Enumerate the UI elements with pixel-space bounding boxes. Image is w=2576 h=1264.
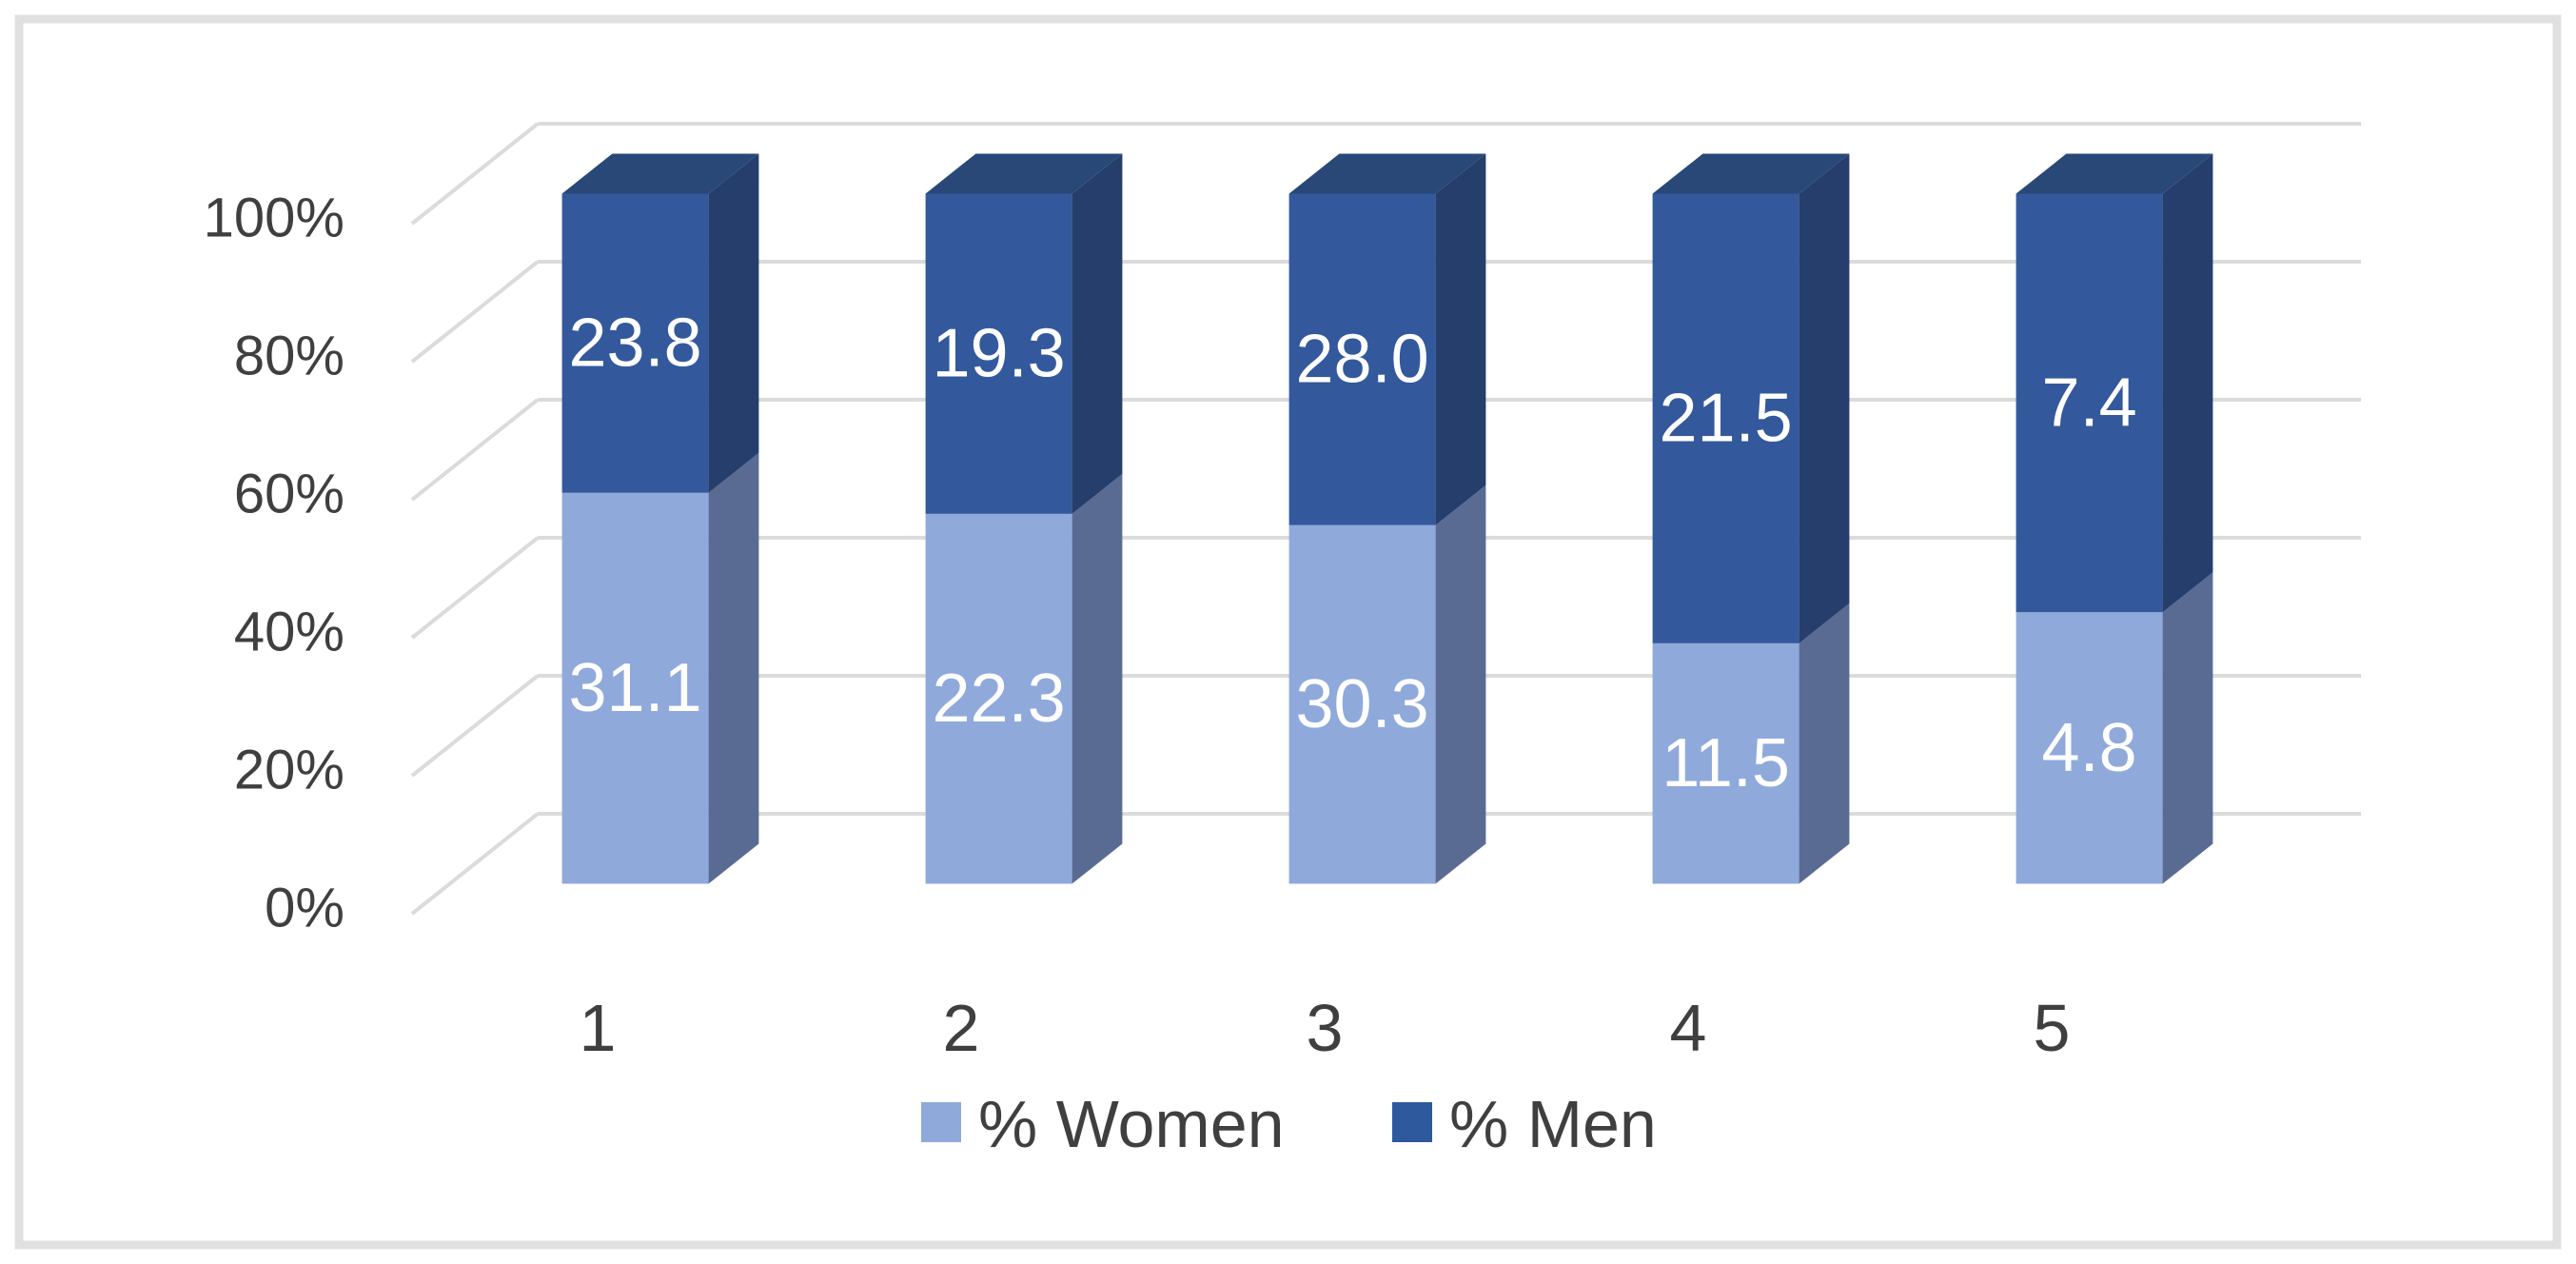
men-side-face bbox=[1799, 153, 1850, 643]
men-side-face bbox=[708, 153, 759, 493]
bar-column-5: 4.8 7.4 bbox=[2016, 153, 2213, 884]
women-front-face bbox=[925, 513, 1072, 884]
legend-label: % Women bbox=[978, 1087, 1285, 1161]
y-tick-label: 20% bbox=[234, 740, 344, 801]
men-front-face bbox=[1652, 193, 1799, 643]
men-top-face bbox=[925, 153, 1123, 194]
value-label-men: 7.4 bbox=[2042, 365, 2137, 441]
men-top-face bbox=[1288, 153, 1486, 194]
category-label-2: 2 bbox=[943, 991, 980, 1065]
legend-marker bbox=[921, 1102, 961, 1142]
women-front-face bbox=[561, 492, 709, 884]
value-label-men: 23.8 bbox=[569, 306, 702, 382]
legend-item-women[interactable]: % Women bbox=[921, 1087, 1285, 1161]
women-front-face bbox=[2016, 612, 2163, 884]
value-label-women: 4.8 bbox=[2042, 710, 2137, 786]
bar-column-3: 30.3 28.0 bbox=[1288, 153, 1486, 884]
value-label-men: 28.0 bbox=[1296, 322, 1429, 398]
value-label-women: 30.3 bbox=[1296, 666, 1429, 742]
gridline-diagonal bbox=[410, 260, 540, 364]
bar-segment-men-1[interactable] bbox=[561, 153, 759, 493]
bar-segment-men-4[interactable] bbox=[1652, 153, 1850, 643]
men-top-face bbox=[2016, 153, 2213, 194]
men-side-face bbox=[2162, 153, 2213, 613]
men-side-face bbox=[1435, 153, 1486, 525]
bar-segment-women-1[interactable] bbox=[561, 452, 759, 884]
women-front-face bbox=[1288, 524, 1436, 884]
legend: % Women % Men bbox=[921, 1087, 1657, 1161]
women-front-face bbox=[1652, 642, 1799, 884]
category-label-4: 4 bbox=[1670, 991, 1707, 1065]
gridline-diagonal bbox=[410, 674, 540, 778]
bar-segment-men-5[interactable] bbox=[2016, 153, 2213, 613]
y-tick-label: 100% bbox=[204, 188, 344, 249]
gridline-diagonal bbox=[410, 398, 540, 502]
bar-segment-men-2[interactable] bbox=[925, 153, 1123, 514]
women-side-face bbox=[1072, 473, 1123, 884]
men-front-face bbox=[925, 193, 1072, 514]
legend-marker bbox=[1392, 1102, 1432, 1142]
legend-item-men[interactable]: % Men bbox=[1392, 1087, 1657, 1161]
category-label-3: 3 bbox=[1307, 991, 1344, 1065]
men-top-face bbox=[561, 153, 759, 194]
bar-column-2: 22.3 19.3 bbox=[925, 153, 1123, 884]
y-tick-label: 40% bbox=[234, 602, 344, 663]
bar-segment-women-3[interactable] bbox=[1288, 484, 1486, 884]
women-side-face bbox=[1799, 602, 1850, 884]
men-front-face bbox=[561, 193, 709, 493]
value-label-women: 31.1 bbox=[569, 650, 702, 726]
bar-column-1: 31.1 23.8 bbox=[561, 153, 759, 884]
men-top-face bbox=[1652, 153, 1850, 194]
value-label-men: 19.3 bbox=[933, 316, 1066, 392]
gridline-diagonal bbox=[410, 122, 540, 226]
bar-segment-women-5[interactable] bbox=[2016, 572, 2213, 884]
women-side-face bbox=[2162, 572, 2213, 884]
value-label-women: 22.3 bbox=[933, 661, 1066, 737]
y-tick-label: 0% bbox=[265, 878, 344, 939]
men-front-face bbox=[2016, 193, 2163, 613]
y-tick-label: 80% bbox=[234, 326, 344, 387]
men-front-face bbox=[1288, 193, 1436, 525]
women-side-face bbox=[1435, 484, 1486, 884]
bar-segment-women-2[interactable] bbox=[925, 473, 1123, 884]
women-side-face bbox=[708, 452, 759, 884]
y-tick-label: 60% bbox=[234, 464, 344, 525]
category-label-1: 1 bbox=[580, 991, 617, 1065]
frame-border bbox=[14, 14, 2562, 1250]
value-label-women: 11.5 bbox=[1662, 725, 1790, 801]
bar-segment-women-4[interactable] bbox=[1652, 602, 1850, 884]
gridline-diagonal bbox=[410, 812, 540, 916]
category-label-5: 5 bbox=[2034, 991, 2071, 1065]
gridline-diagonal bbox=[410, 536, 540, 640]
bar-column-4: 11.5 21.5 bbox=[1652, 153, 1850, 884]
value-label-men: 21.5 bbox=[1660, 381, 1793, 457]
y-axis-labels: 0% 20% 40% 60% 80% 100% bbox=[204, 188, 344, 939]
bar-segment-men-3[interactable] bbox=[1288, 153, 1486, 525]
men-side-face bbox=[1072, 153, 1123, 514]
legend-label: % Men bbox=[1449, 1087, 1657, 1161]
